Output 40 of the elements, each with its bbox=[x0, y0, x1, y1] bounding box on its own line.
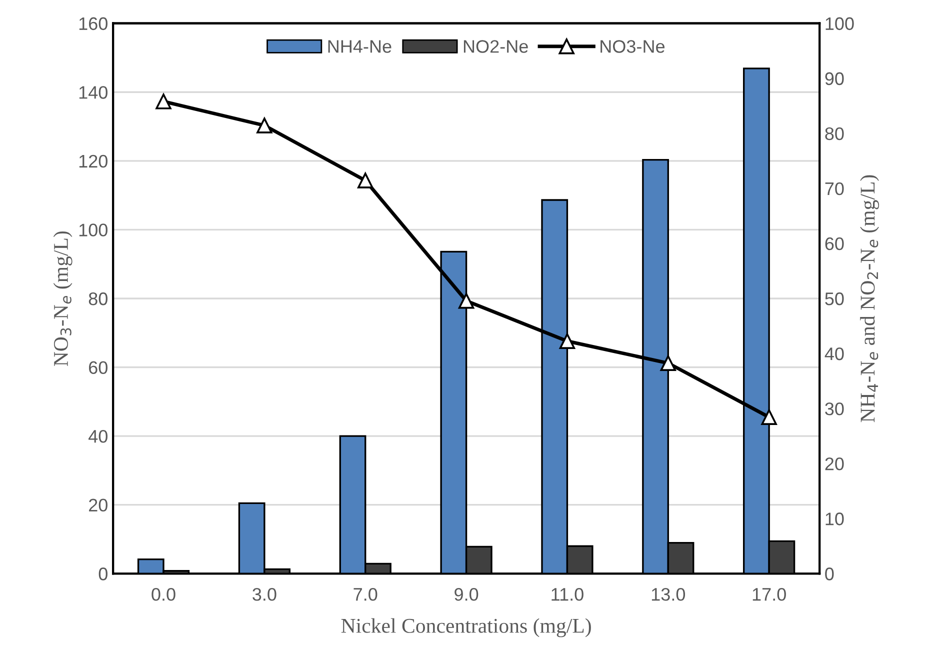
x-tick-label: 0.0 bbox=[152, 588, 176, 601]
x-tick-label: 7.0 bbox=[354, 588, 378, 601]
y2-tick-label: 40 bbox=[824, 347, 844, 360]
x-tick-label: 11.0 bbox=[552, 588, 584, 601]
y-tick-label: 40 bbox=[88, 430, 108, 443]
y-tick-label: 80 bbox=[88, 292, 108, 306]
y-tick-label: 20 bbox=[89, 498, 108, 512]
y2-tick-label: 10 bbox=[826, 512, 844, 526]
y-tick-label: 100 bbox=[79, 224, 108, 236]
point bbox=[156, 94, 172, 110]
x-tick-label: 13.0 bbox=[652, 588, 686, 601]
x-tick-label: 17.0 bbox=[752, 588, 786, 601]
y-tick-label: 120 bbox=[79, 154, 108, 168]
x-tick-label: 3.0 bbox=[252, 588, 276, 601]
x-axis-title: Nickel Concentrations (mg/L) bbox=[341, 618, 591, 638]
y-tick-label: 140 bbox=[79, 86, 108, 99]
point bbox=[256, 118, 272, 134]
point bbox=[358, 172, 374, 188]
y2-tick-label: 90 bbox=[825, 72, 844, 86]
text: NH$_{4}$-N$_{e}$ and NO$_{2}$-N$_{e}$ (mg/L) bbox=[860, 175, 880, 422]
y2-tick-label: 70 bbox=[825, 182, 844, 196]
x-tick-label: 9.0 bbox=[454, 588, 478, 601]
point bbox=[559, 333, 576, 349]
y2-tick-label: 80 bbox=[825, 127, 844, 140]
point bbox=[660, 355, 676, 371]
y2-tick-label: 0 bbox=[825, 568, 834, 580]
y-axis-title: NO$_{3}$-N$_{e}$ (mg/L) bbox=[53, 231, 72, 366]
y2-tick-label: 50 bbox=[825, 292, 844, 306]
y2-tick-label: 100 bbox=[826, 17, 854, 30]
legend-label: NO3-Ne bbox=[600, 40, 665, 53]
y2-tick-label: 60 bbox=[825, 237, 844, 250]
y-tick-label: 160 bbox=[79, 17, 108, 30]
y-tick-label: 60 bbox=[89, 361, 108, 374]
y2-tick-label: 30 bbox=[825, 402, 844, 416]
legend-label: NH4-Ne bbox=[328, 40, 392, 53]
point bbox=[458, 293, 474, 309]
point bbox=[761, 409, 777, 425]
y2-tick-label: 20 bbox=[825, 458, 844, 470]
y-tick-label: 0 bbox=[98, 568, 108, 580]
legend-label: NO2-Ne bbox=[464, 40, 528, 53]
